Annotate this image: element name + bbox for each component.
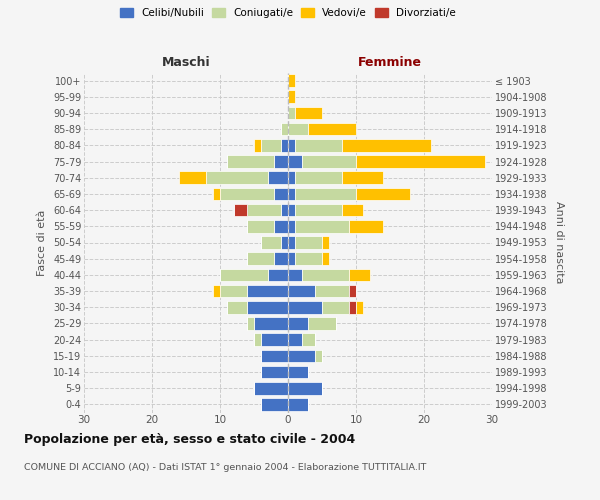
Bar — [233, 204, 247, 216]
Bar — [247, 285, 288, 298]
Bar — [220, 188, 274, 200]
Bar — [213, 188, 220, 200]
Bar — [356, 155, 485, 168]
Bar — [227, 301, 247, 314]
Bar — [281, 139, 288, 151]
Bar — [274, 188, 288, 200]
Bar — [247, 301, 288, 314]
Bar — [268, 268, 288, 281]
Bar — [288, 106, 295, 120]
Bar — [288, 90, 295, 103]
Bar — [302, 334, 315, 346]
Bar — [179, 172, 206, 184]
Bar — [206, 172, 268, 184]
Bar — [288, 204, 295, 216]
Bar — [281, 236, 288, 249]
Bar — [295, 252, 322, 265]
Bar — [247, 317, 254, 330]
Bar — [295, 172, 343, 184]
Bar — [254, 382, 288, 394]
Bar — [356, 188, 410, 200]
Text: Maschi: Maschi — [161, 56, 211, 70]
Bar — [254, 139, 261, 151]
Bar — [261, 350, 288, 362]
Bar — [261, 366, 288, 378]
Text: Femmine: Femmine — [358, 56, 422, 70]
Text: COMUNE DI ACCIANO (AQ) - Dati ISTAT 1° gennaio 2004 - Elaborazione TUTTITALIA.IT: COMUNE DI ACCIANO (AQ) - Dati ISTAT 1° g… — [24, 462, 427, 471]
Bar — [261, 334, 288, 346]
Bar — [288, 366, 308, 378]
Bar — [349, 285, 356, 298]
Bar — [274, 155, 288, 168]
Bar — [288, 123, 308, 136]
Bar — [220, 285, 247, 298]
Bar — [295, 236, 322, 249]
Bar — [288, 139, 295, 151]
Bar — [261, 139, 281, 151]
Bar — [288, 220, 295, 232]
Y-axis label: Fasce di età: Fasce di età — [37, 210, 47, 276]
Bar — [288, 268, 302, 281]
Bar — [247, 204, 281, 216]
Bar — [322, 236, 329, 249]
Bar — [302, 268, 349, 281]
Bar — [315, 285, 349, 298]
Bar — [295, 204, 343, 216]
Bar — [281, 123, 288, 136]
Bar — [288, 172, 295, 184]
Bar — [343, 204, 363, 216]
Bar — [349, 268, 370, 281]
Bar — [308, 123, 356, 136]
Bar — [288, 350, 315, 362]
Bar — [343, 139, 431, 151]
Bar — [349, 301, 356, 314]
Bar — [295, 139, 343, 151]
Bar — [288, 188, 295, 200]
Bar — [343, 172, 383, 184]
Bar — [322, 252, 329, 265]
Bar — [261, 398, 288, 410]
Bar — [295, 188, 356, 200]
Bar — [288, 155, 302, 168]
Bar — [315, 350, 322, 362]
Bar — [288, 317, 308, 330]
Bar — [288, 398, 308, 410]
Bar — [261, 236, 281, 249]
Bar — [281, 204, 288, 216]
Bar — [254, 334, 261, 346]
Bar — [274, 220, 288, 232]
Bar — [322, 301, 349, 314]
Bar — [288, 74, 295, 87]
Bar — [254, 317, 288, 330]
Bar — [308, 317, 335, 330]
Bar — [288, 382, 322, 394]
Bar — [247, 220, 274, 232]
Bar — [288, 301, 322, 314]
Legend: Celibi/Nubili, Coniugati/e, Vedovi/e, Divorziati/e: Celibi/Nubili, Coniugati/e, Vedovi/e, Di… — [120, 8, 456, 18]
Y-axis label: Anni di nascita: Anni di nascita — [554, 201, 564, 283]
Bar — [288, 252, 295, 265]
Bar — [227, 155, 274, 168]
Bar — [268, 172, 288, 184]
Bar — [213, 285, 220, 298]
Text: Popolazione per età, sesso e stato civile - 2004: Popolazione per età, sesso e stato civil… — [24, 432, 355, 446]
Bar — [220, 268, 268, 281]
Bar — [288, 285, 315, 298]
Bar — [349, 220, 383, 232]
Bar — [295, 106, 322, 120]
Bar — [247, 252, 274, 265]
Bar — [274, 252, 288, 265]
Bar — [295, 220, 349, 232]
Bar — [356, 301, 363, 314]
Bar — [288, 236, 295, 249]
Bar — [302, 155, 356, 168]
Bar — [288, 334, 302, 346]
